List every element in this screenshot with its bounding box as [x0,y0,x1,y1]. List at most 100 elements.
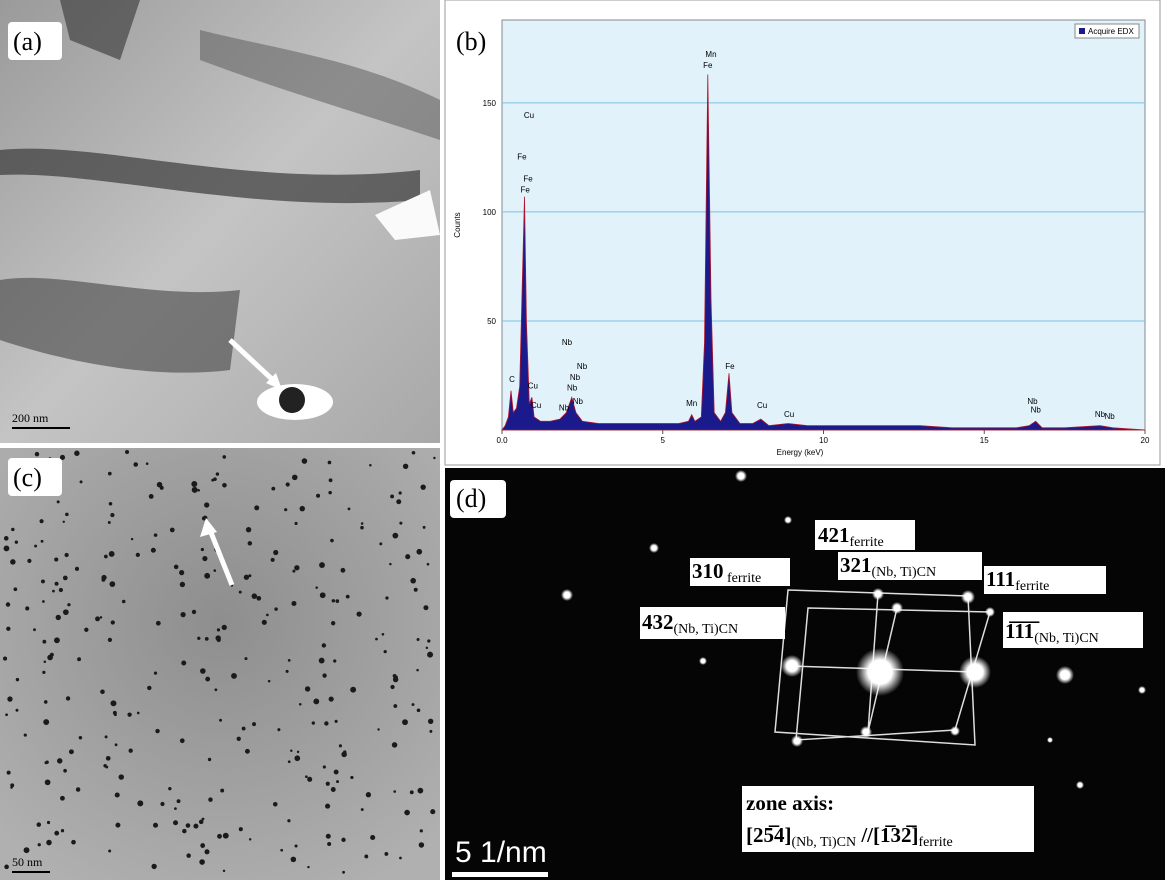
precipitate [57,500,60,503]
precipitate [44,661,47,664]
precipitate [307,866,309,868]
precipitate [108,638,112,642]
precipitate [151,548,156,553]
precipitate [67,603,70,606]
precipitate [125,450,129,454]
precipitate [180,582,185,587]
panel-label: (d) [456,484,486,513]
precipitate [180,738,185,743]
precipitate [38,843,41,846]
precipitate [361,808,364,811]
scale-label: 200 nm [12,411,49,425]
precipitate [100,690,105,695]
precipitate [350,776,353,779]
precipitate [420,484,425,489]
precipitate [377,728,379,730]
precipitate [429,730,432,733]
precipitate [271,558,275,562]
peak-label: Cu [784,410,794,419]
precipitate [417,788,423,794]
precipitate [15,540,18,543]
precipitate [273,550,278,555]
precipitate [44,700,48,704]
precipitate [244,657,247,660]
precipitate [239,827,243,831]
precipitate [327,842,331,846]
precipitate [370,835,375,840]
precipitate [216,472,219,475]
panel-a: 200 nm (a) [0,0,440,443]
precipitate [208,758,211,761]
precipitate [103,764,106,767]
precipitate [252,722,256,726]
precipitate [179,570,184,575]
precipitate [45,761,48,764]
precipitate [286,482,290,486]
precipitate [420,829,423,832]
precipitate [300,506,305,511]
precipitate [197,637,200,640]
precipitate [246,527,251,532]
precipitate [76,787,80,791]
peak-label: Nb [1027,397,1038,406]
precipitate [393,790,396,793]
precipitate [316,494,320,498]
precipitate [65,513,69,517]
precipitate [320,592,326,598]
precipitate [399,491,402,494]
precipitate [131,538,133,540]
precipitate [204,502,209,507]
precipitate [217,638,221,642]
precipitate [54,637,60,643]
precipitate [412,703,415,706]
precipitate [27,559,31,563]
precipitate [35,452,39,456]
precipitate [24,847,30,853]
precipitate [328,461,332,465]
precipitate [273,802,278,807]
precipitate [201,548,204,551]
peak-label: Cu [524,111,534,120]
precipitate [222,483,227,488]
peak-label: Cu [757,401,767,410]
precipitate [197,489,200,492]
precipitate [54,831,59,836]
figure: 200 nm (a) (b) Energy (keV) Counts 50100… [0,0,1165,880]
precipitate [3,657,7,661]
precipitate [108,850,111,853]
precipitate [160,486,164,490]
peak-label: Nb [570,373,581,382]
precipitate [74,451,79,456]
precipitate [127,712,131,716]
precipitate [137,712,140,715]
precipitate [410,790,414,794]
precipitate [399,522,402,525]
precipitate [262,620,267,625]
precipitate [193,824,198,829]
precipitate [100,616,103,619]
precipitate [46,840,52,846]
precipitate [42,671,45,674]
precipitate [294,565,299,570]
precipitate [155,729,159,733]
precipitate [4,536,9,541]
precipitate [6,627,10,631]
precipitate [428,719,433,724]
precipitate [252,593,258,599]
precipitate [57,758,62,763]
peak-label: Cu [531,401,541,410]
precipitate [239,591,242,594]
precipitate [430,809,435,814]
precipitate [75,567,79,571]
precipitate [390,495,394,499]
precipitate [7,696,12,701]
precipitate [322,643,326,647]
scale-label: 5 1/nm [455,836,547,869]
precipitate [433,457,435,459]
precipitate [122,600,126,604]
precipitate [329,478,333,482]
precipitate [222,455,226,459]
panel-c: 50 nm(c) [0,448,440,880]
precipitate [294,755,300,761]
precipitate [61,829,64,832]
